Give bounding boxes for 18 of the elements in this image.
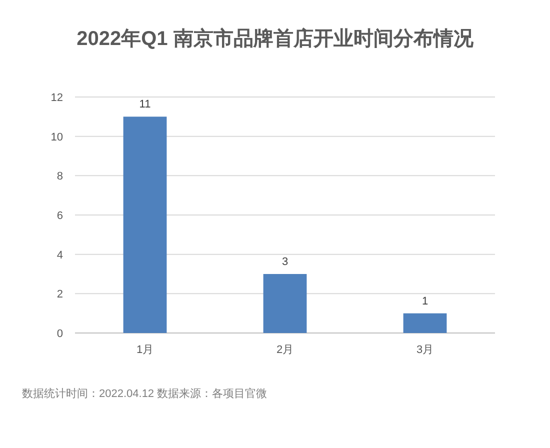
x-tick-label: 2月 (276, 344, 294, 356)
bar (263, 274, 307, 333)
data-label: 1 (422, 295, 428, 308)
y-tick-label: 8 (56, 170, 63, 183)
y-tick-label: 2 (56, 288, 63, 301)
y-tick-label: 4 (56, 249, 63, 262)
bar (123, 116, 167, 333)
text: 数据统计时间：2022.04.12 数据来源：各项目官微 (22, 387, 268, 400)
y-tick-label: 10 (50, 131, 63, 144)
y-tick-label: 6 (56, 210, 63, 222)
data-label: 11 (139, 98, 151, 111)
y-tick-label: 0 (56, 328, 63, 340)
chart-title: 2022年Q1 南京市品牌首店开业时间分布情况 (76, 27, 474, 50)
bar (403, 313, 447, 333)
data-label: 3 (282, 256, 288, 268)
x-tick-label: 1月 (136, 344, 154, 356)
y-tick-label: 12 (50, 92, 63, 104)
x-tick-label: 3月 (416, 344, 434, 356)
